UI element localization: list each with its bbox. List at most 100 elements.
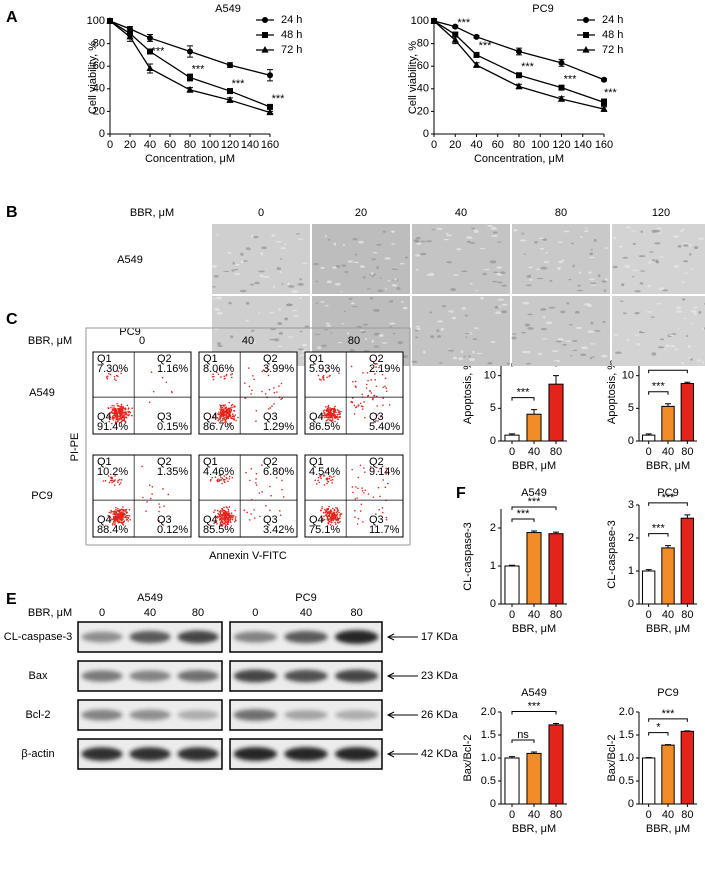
event-dot (353, 404, 356, 407)
event-dot (228, 515, 231, 517)
cell (277, 345, 283, 348)
event-dot (119, 509, 122, 511)
event-dot (377, 486, 380, 489)
cell (652, 259, 655, 262)
cell (470, 241, 476, 244)
event-dot (374, 373, 376, 375)
cell (593, 238, 597, 242)
event-dot (330, 521, 333, 523)
event-dot (269, 485, 271, 488)
event-dot (255, 409, 258, 412)
y-tick-label: 0.5 (481, 775, 496, 787)
cell (284, 317, 289, 321)
event-dot (376, 414, 378, 416)
cell (560, 310, 566, 314)
event-dot (158, 519, 160, 522)
event-dot (218, 418, 220, 420)
y-axis-label: Cell viability, % (407, 41, 419, 114)
legend-marker (262, 17, 268, 23)
cell (429, 311, 433, 314)
cell (378, 333, 384, 337)
cell (690, 322, 694, 325)
series-line (109, 20, 271, 76)
event-dot (250, 468, 253, 470)
cell (578, 271, 581, 275)
event-dot (378, 508, 380, 511)
y-axis-label: Apoptosis, % (462, 360, 474, 424)
event-dot (361, 408, 364, 410)
event-dot (151, 493, 153, 495)
event-dot (114, 421, 117, 424)
cell (250, 341, 257, 344)
cell (492, 231, 498, 234)
quadrant-percent: 91.4% (97, 421, 128, 433)
event-dot (129, 411, 132, 414)
cell (323, 328, 329, 331)
x-tick-label: 60 (492, 139, 504, 151)
cell (460, 350, 464, 354)
bar (548, 724, 564, 805)
x-axis-label: BBR, μM (512, 460, 556, 472)
legend-label: 48 h (602, 29, 623, 41)
event-dot (384, 385, 386, 388)
cell (490, 226, 497, 230)
event-dot (328, 411, 330, 413)
event-dot (333, 411, 335, 414)
quadrant-percent: 8.06% (203, 363, 234, 375)
event-dot (113, 520, 115, 523)
cell (602, 320, 606, 324)
cell (263, 275, 270, 278)
event-dot (121, 522, 123, 524)
event-dot (325, 371, 328, 374)
event-dot (330, 411, 332, 414)
cell (249, 329, 252, 332)
significance-bracket (511, 397, 535, 401)
marker (187, 48, 193, 55)
cell (277, 322, 283, 326)
event-dot (229, 521, 232, 523)
event-dot (221, 477, 224, 480)
cell (683, 244, 689, 247)
cell (696, 359, 701, 362)
significance-bracket (648, 369, 688, 374)
event-dot (102, 480, 105, 482)
x-tick-label: 140 (574, 139, 592, 151)
cell (354, 253, 358, 256)
event-dot (355, 486, 357, 488)
event-dot (114, 516, 117, 518)
event-dot (113, 378, 116, 380)
cell (391, 284, 398, 287)
event-dot (124, 421, 127, 423)
cell (683, 272, 689, 274)
x-tick-label: 40 (662, 609, 674, 621)
event-dot (158, 503, 160, 505)
cell (674, 348, 679, 351)
quadrant-percent: 4.54% (309, 466, 340, 478)
cell (393, 332, 396, 335)
cell (542, 338, 548, 340)
bar (661, 547, 675, 605)
cell (348, 297, 353, 300)
cell (452, 356, 457, 360)
event-dot (334, 409, 336, 412)
bar (526, 413, 542, 442)
marker (472, 61, 481, 68)
cell (482, 272, 487, 276)
cell (213, 274, 219, 278)
cell (297, 282, 304, 286)
event-dot (315, 483, 318, 485)
event-dot (115, 510, 117, 513)
significance-label: *** (517, 387, 531, 399)
cell (351, 305, 359, 308)
event-dot (223, 515, 226, 518)
cell (570, 355, 573, 357)
panel-frame (85, 327, 411, 546)
cell (389, 322, 396, 325)
event-dot (323, 515, 325, 518)
cell (332, 266, 337, 269)
event-dot (148, 401, 151, 403)
cell (324, 235, 327, 238)
event-dot (250, 393, 252, 395)
